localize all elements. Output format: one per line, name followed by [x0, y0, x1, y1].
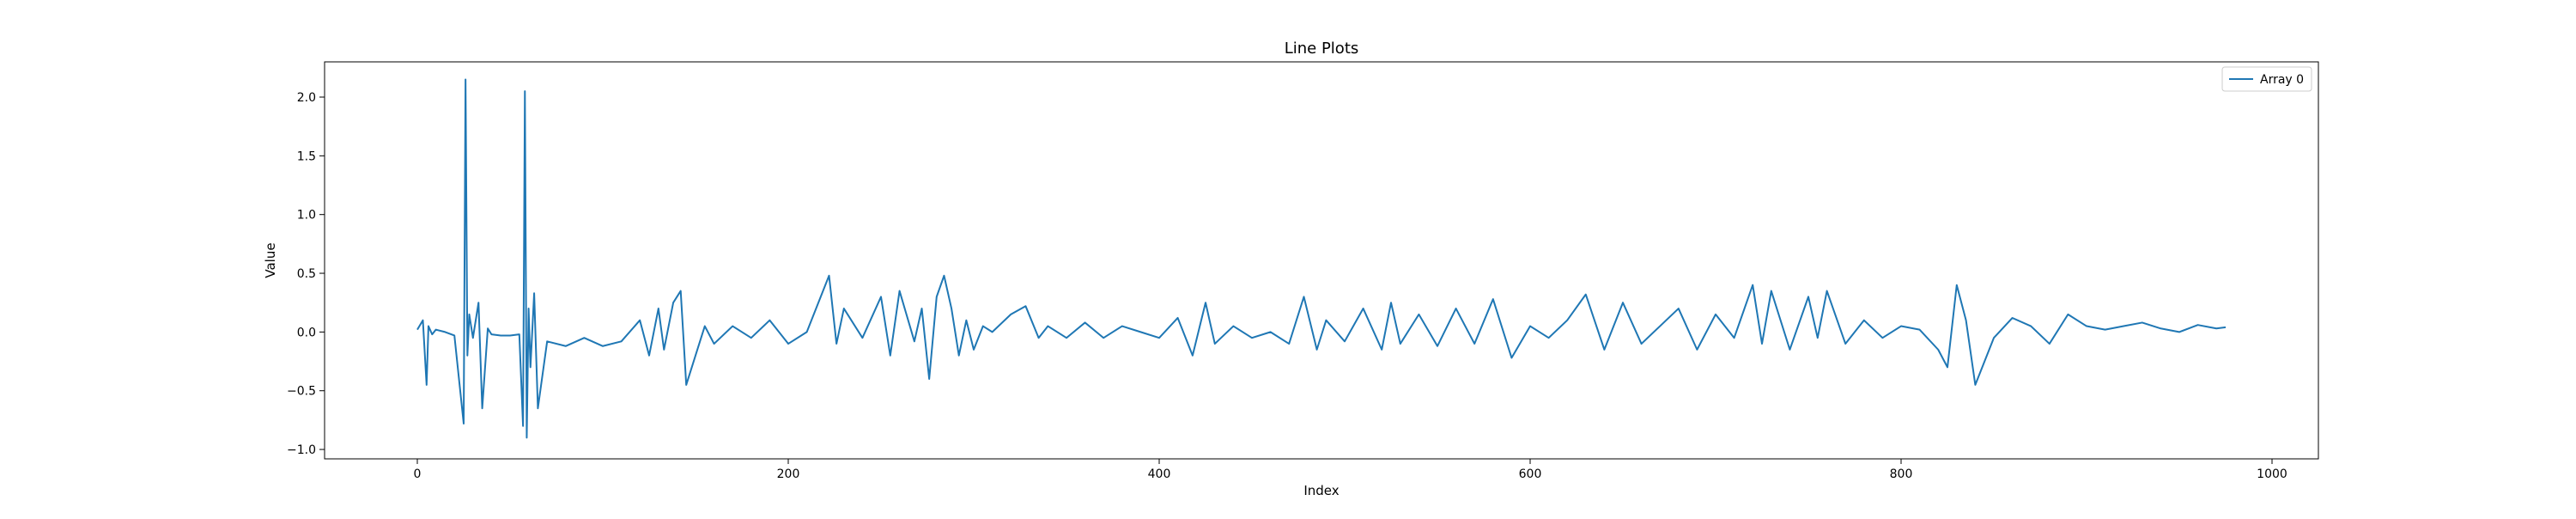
- series-line-0: [416, 78, 2227, 439]
- y-axis: −1.0 −0.5 0.0 0.5 1.0 1.5 2.0: [287, 91, 325, 457]
- y-tick-label: 1.0: [297, 209, 316, 223]
- legend: Array 0: [2221, 66, 2312, 92]
- legend-box: [2221, 66, 2312, 92]
- legend-label: Array 0: [2260, 73, 2304, 87]
- plot-area: [416, 78, 2227, 439]
- x-tick-label: 1000: [2257, 467, 2287, 481]
- y-tick-label: −1.0: [287, 443, 316, 457]
- y-axis-label: Value: [263, 242, 278, 278]
- x-axis: 0 200 400 600 800 1000: [414, 459, 2287, 481]
- y-tick-label: 1.5: [297, 150, 316, 163]
- x-tick-label: 800: [1890, 467, 1913, 481]
- y-tick-label: −0.5: [287, 385, 316, 399]
- x-tick-label: 400: [1148, 467, 1171, 481]
- x-tick-label: 200: [777, 467, 800, 481]
- x-tick-label: 600: [1519, 467, 1542, 481]
- y-tick-label: 0.5: [297, 267, 316, 281]
- x-tick-label: 0: [414, 467, 422, 481]
- x-axis-label: Index: [1303, 483, 1339, 498]
- axes-frame: [324, 61, 2319, 460]
- y-tick-label: 0.0: [297, 326, 316, 339]
- chart-title: Line Plots: [1285, 40, 1359, 58]
- y-tick-label: 2.0: [297, 91, 316, 105]
